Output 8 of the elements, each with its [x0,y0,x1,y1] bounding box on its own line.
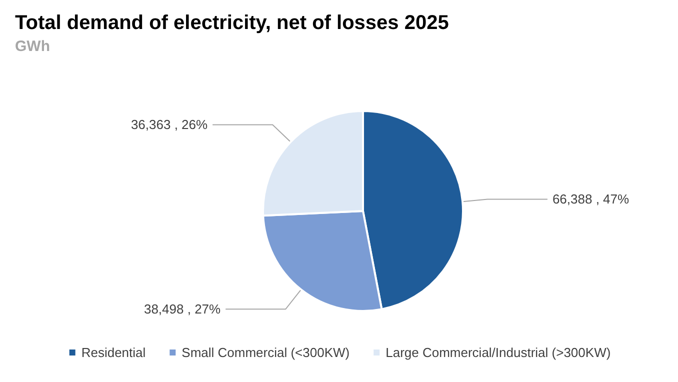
data-label: 66,388 , 47% [552,192,630,207]
data-label: 38,498 , 27% [144,302,222,317]
legend-label: Large Commercial/Industrial (>300KW) [386,345,611,360]
chart-subtitle: GWh [15,38,50,55]
legend-label: Small Commercial (<300KW) [182,345,350,360]
data-label: 36,363 , 26% [130,117,208,132]
legend-label: Residential [81,345,146,360]
chart-title: Total demand of electricity, net of losses 2025 [15,12,449,34]
